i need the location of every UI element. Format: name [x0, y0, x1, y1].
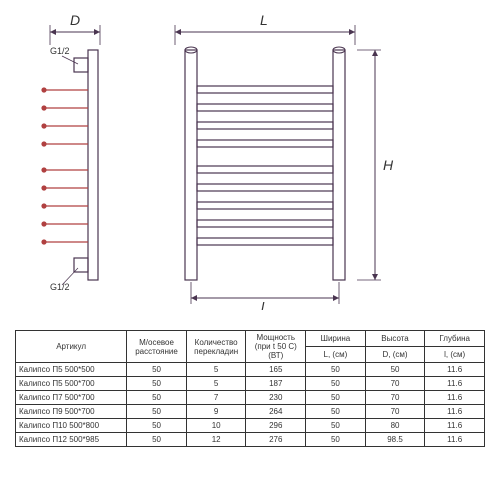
th-spacing: М/осевое расстояние — [127, 331, 187, 363]
table-cell: 296 — [246, 419, 306, 433]
th-depth: Глубина — [425, 331, 485, 347]
table-cell: 50 — [127, 405, 187, 419]
table-cell: 5 — [186, 377, 246, 391]
table-cell: 50 — [127, 433, 187, 447]
table-cell: 50 — [306, 405, 366, 419]
th-D-cm: D, (см) — [365, 347, 425, 363]
table-cell: 80 — [365, 419, 425, 433]
table-cell: 70 — [365, 377, 425, 391]
table-cell: Калипсо П5 500*700 — [16, 377, 127, 391]
table-cell: 11.6 — [425, 391, 485, 405]
table-cell: 5 — [186, 363, 246, 377]
table-cell: 165 — [246, 363, 306, 377]
table-cell: Калипсо П9 500*700 — [16, 405, 127, 419]
table-cell: 50 — [127, 377, 187, 391]
table-cell: 9 — [186, 405, 246, 419]
table-cell: 11.6 — [425, 363, 485, 377]
table-cell: 70 — [365, 405, 425, 419]
table-cell: Калипсо П12 500*985 — [16, 433, 127, 447]
table-row: Калипсо П5 500*500505165505011.6 — [16, 363, 485, 377]
label-L: L — [260, 12, 268, 28]
label-l-lower: l — [261, 299, 265, 310]
table-cell: 11.6 — [425, 405, 485, 419]
table-row: Калипсо П10 500*8005010296508011.6 — [16, 419, 485, 433]
table-cell: 230 — [246, 391, 306, 405]
label-g12-bot: G1/2 — [50, 282, 70, 292]
table-cell: 11.6 — [425, 377, 485, 391]
th-bars: Количество перекладин — [186, 331, 246, 363]
table-cell: 50 — [127, 419, 187, 433]
table-cell: 50 — [306, 433, 366, 447]
table-cell: 187 — [246, 377, 306, 391]
table-body: Калипсо П5 500*500505165505011.6Калипсо … — [16, 363, 485, 447]
header-row-1: Артикул М/осевое расстояние Количество п… — [16, 331, 485, 347]
table-cell: 10 — [186, 419, 246, 433]
th-article: Артикул — [16, 331, 127, 363]
table-cell: 50 — [127, 391, 187, 405]
th-L-cm: L, (см) — [306, 347, 366, 363]
table-cell: 7 — [186, 391, 246, 405]
table-cell: 50 — [365, 363, 425, 377]
table-cell: 50 — [127, 363, 187, 377]
table-cell: Калипсо П5 500*500 — [16, 363, 127, 377]
label-g12-top: G1/2 — [50, 46, 70, 56]
table-cell: 264 — [246, 405, 306, 419]
table-row: Калипсо П5 500*700505187507011.6 — [16, 377, 485, 391]
th-power: Мощность (при t 50 C) (ВТ) — [246, 331, 306, 363]
th-height: Высота — [365, 331, 425, 347]
table-row: Калипсо П7 500*700507230507011.6 — [16, 391, 485, 405]
label-D: D — [70, 12, 80, 28]
table-cell: 11.6 — [425, 433, 485, 447]
table-cell: 50 — [306, 419, 366, 433]
table-cell: 98.5 — [365, 433, 425, 447]
front-view: L — [175, 12, 394, 310]
table-cell: 12 — [186, 433, 246, 447]
table-row: Калипсо П9 500*700509264507011.6 — [16, 405, 485, 419]
th-width: Ширина — [306, 331, 366, 347]
spec-table: Артикул М/осевое расстояние Количество п… — [15, 330, 485, 447]
table-cell: 11.6 — [425, 419, 485, 433]
th-l-cm: l, (см) — [425, 347, 485, 363]
table-cell: 50 — [306, 363, 366, 377]
table-cell: Калипсо П7 500*700 — [16, 391, 127, 405]
root: D G1/2 — [0, 0, 500, 500]
table-cell: 50 — [306, 391, 366, 405]
table-row: Калипсо П12 500*98550122765098.511.6 — [16, 433, 485, 447]
table-cell: Калипсо П10 500*800 — [16, 419, 127, 433]
label-H: H — [383, 157, 394, 173]
table-cell: 70 — [365, 391, 425, 405]
table-cell: 50 — [306, 377, 366, 391]
table-cell: 276 — [246, 433, 306, 447]
side-view: D G1/2 — [42, 12, 100, 292]
technical-drawing: D G1/2 — [10, 10, 490, 310]
